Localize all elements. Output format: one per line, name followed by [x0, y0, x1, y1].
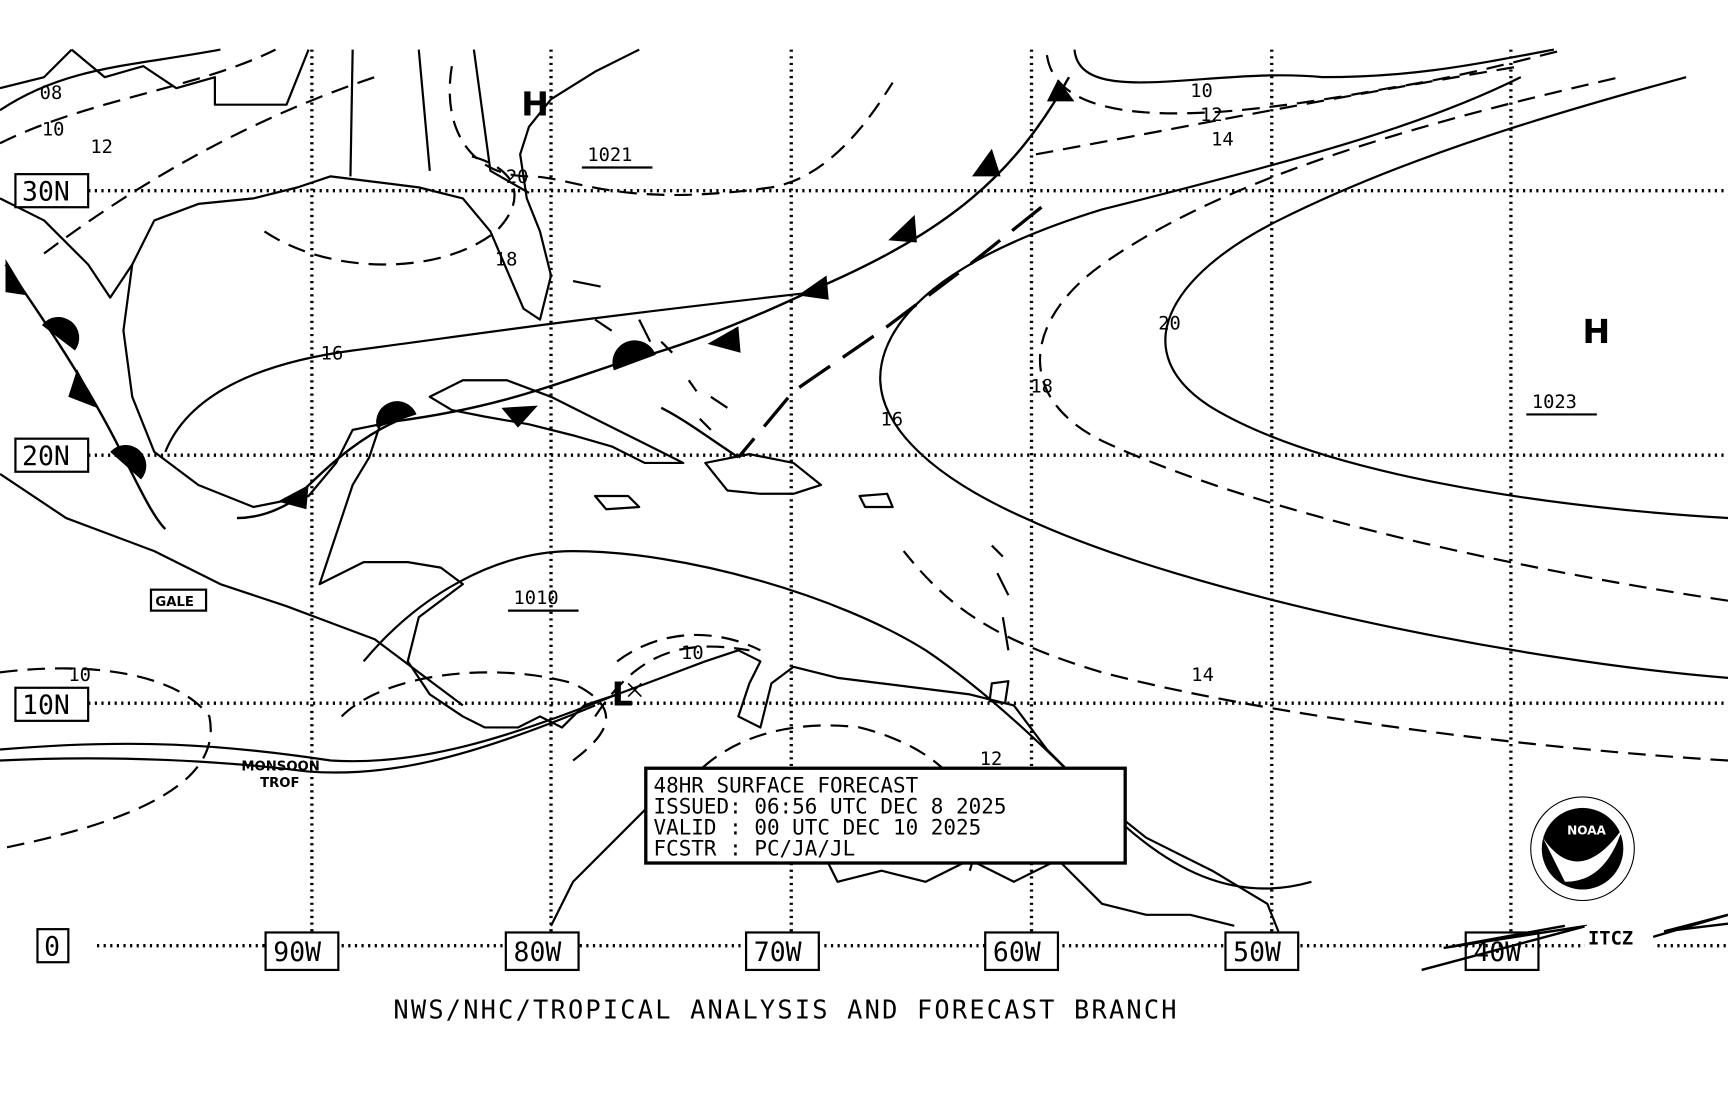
isobar-labels: 08 10 12 20 18 16 10 12 14 20 18 16 14 1… [40, 81, 1234, 770]
low-pressure-symbol: L [612, 674, 633, 713]
lon-label: 90W [273, 937, 321, 968]
warm-front-semicircle [612, 340, 656, 371]
itcz-label: ITCZ [1588, 929, 1633, 950]
high-pressure-symbol: H [1583, 312, 1611, 351]
isobar-label: 16 [321, 343, 344, 364]
lon-label: 50W [1233, 937, 1281, 968]
lat-label: 10N [22, 690, 70, 721]
isobar-label: 08 [40, 83, 63, 104]
isobar-label: 14 [1211, 129, 1234, 150]
monsoon-trough-label: TROF [260, 776, 299, 791]
pressure-value: 1023 [1532, 392, 1577, 413]
lon-label: 80W [514, 937, 562, 968]
isobar-label: 20 [1158, 314, 1181, 335]
cold-front-triangle [5, 259, 28, 296]
isobar-label: 10 [681, 643, 704, 664]
fronts [4, 76, 1728, 972]
pressure-value: 1021 [587, 145, 632, 166]
cold-front-triangle [888, 214, 917, 243]
monsoon-trough-label: MONSOON [241, 759, 320, 774]
cold-front-triangle [1046, 79, 1075, 102]
gale-box [149, 588, 208, 612]
info-title: 48HR SURFACE FORECAST [654, 773, 919, 797]
cold-front-triangle [797, 275, 829, 300]
isobar-label: 10 [68, 665, 91, 686]
isobar-label: 14 [1191, 665, 1214, 686]
cold-front-triangle [972, 148, 1001, 177]
noaa-logo: NOAA [1530, 796, 1635, 902]
info-issued: ISSUED: 06:56 UTC DEC 8 2025 [654, 794, 1007, 818]
lon-label: 60W [993, 937, 1041, 968]
isobar-label: 20 [506, 167, 529, 188]
svg-text:NOAA: NOAA [1567, 823, 1606, 837]
pressure-centers: H 1021 H 1023 L 1010 [508, 85, 1611, 713]
lat-label: 0 [44, 932, 60, 963]
info-valid: VALID : 00 UTC DEC 10 2025 [654, 815, 982, 839]
cold-front-triangle [277, 484, 309, 510]
cold-front-triangle [68, 369, 97, 408]
isobar-label: 12 [1200, 105, 1223, 126]
isobar-label: 12 [90, 137, 113, 158]
warm-front-semicircle [376, 401, 417, 428]
lat-label: 20N [22, 441, 70, 472]
forecast-info-box: 48HR SURFACE FORECAST ISSUED: 06:56 UTC … [644, 766, 1127, 865]
high-pressure-symbol: H [521, 85, 549, 124]
feature-labels: GALE MONSOON TROF ITCZ [149, 588, 1654, 951]
warm-front-semicircle [110, 445, 147, 480]
pressure-value: 1010 [514, 588, 559, 609]
footer-credit: NWS/NHC/TROPICAL ANALYSIS AND FORECAST B… [393, 994, 1178, 1024]
info-forecasters: FCSTR : PC/JA/JL [654, 836, 856, 860]
lon-label: 40W [1473, 937, 1521, 968]
gale-label: GALE [155, 595, 194, 610]
warm-front-semicircle [41, 316, 80, 351]
isobar-label: 18 [495, 250, 518, 271]
isobars [0, 48, 1728, 890]
isobar-label: 16 [881, 409, 904, 430]
lon-label: 70W [754, 937, 802, 968]
lat-label: 30N [22, 177, 70, 208]
isobar-label: 12 [980, 749, 1003, 770]
isobar-label: 10 [42, 120, 65, 141]
cold-front-triangle [501, 405, 538, 428]
cold-front-triangle [707, 326, 741, 353]
grid-labels: 30N 20N 10N 0 90W 80W 70W 60W 50W 40W [14, 173, 1540, 972]
isobar-label: 18 [1030, 376, 1053, 397]
isobar-label: 10 [1190, 81, 1213, 102]
